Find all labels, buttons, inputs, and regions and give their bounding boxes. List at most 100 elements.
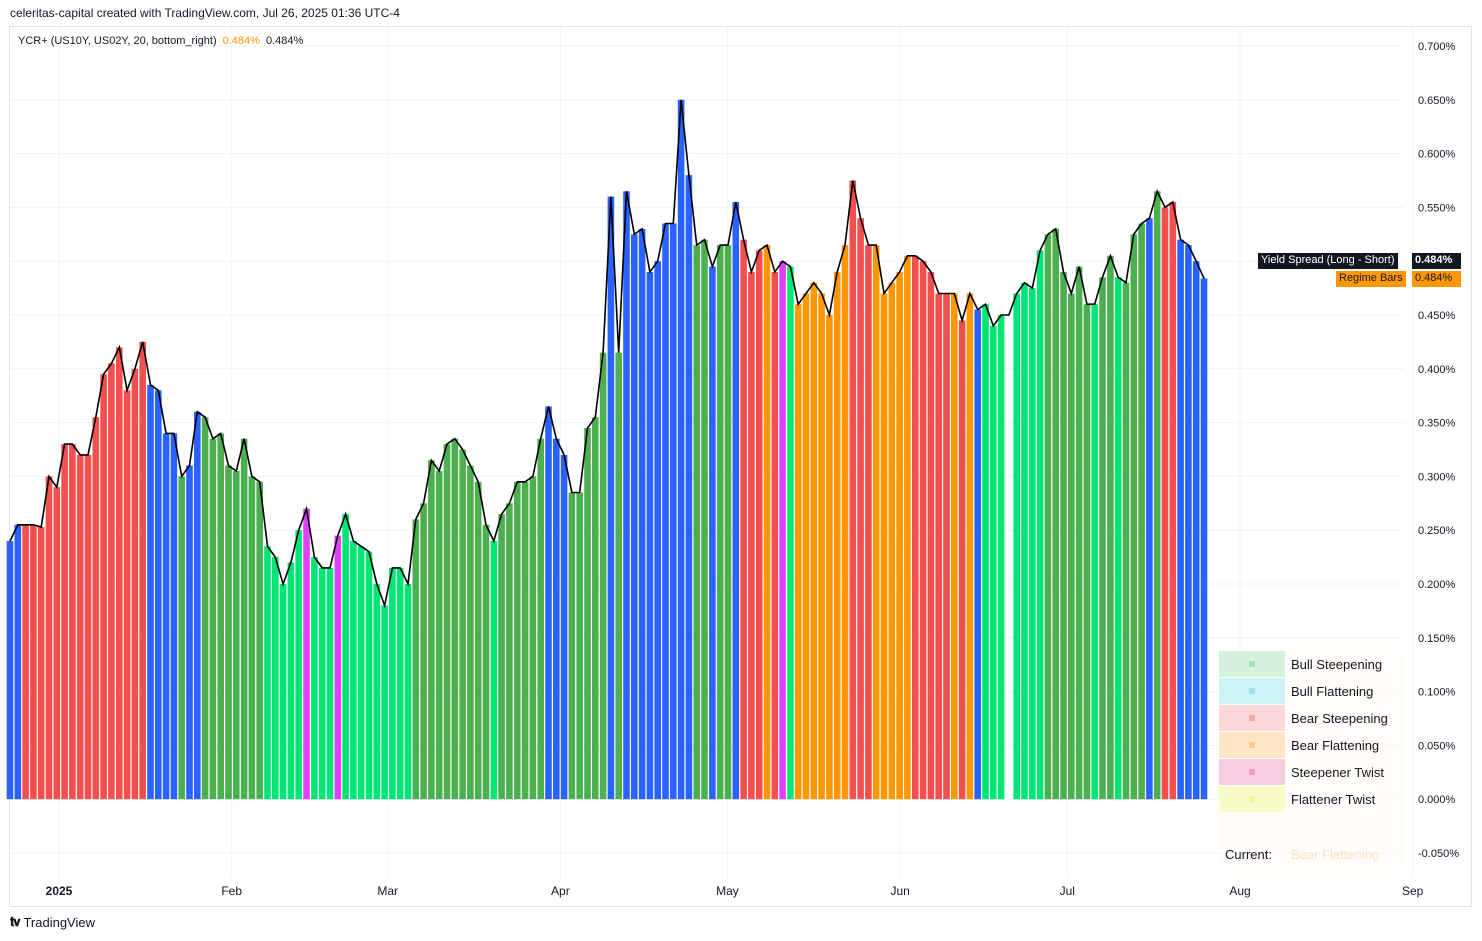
tradingview-logo-icon: 𝐭𝐯 bbox=[10, 914, 21, 929]
regime-bar bbox=[459, 449, 466, 800]
legend-row-bull-steepening: Bull Steepening bbox=[1219, 651, 1404, 677]
y-tick-label: 0.650% bbox=[1418, 95, 1456, 107]
regime-bar bbox=[256, 481, 263, 800]
x-tick-label: Jun bbox=[891, 884, 910, 898]
regime-bar bbox=[1169, 202, 1177, 800]
regime-bar bbox=[1114, 277, 1122, 800]
legend-current-value: Bear Flattening bbox=[1291, 847, 1380, 862]
y-tick-label: 0.450% bbox=[1418, 310, 1456, 322]
regime-bar bbox=[412, 519, 420, 800]
y-tick-label: 0.200% bbox=[1418, 579, 1456, 591]
regime-bar bbox=[381, 605, 388, 800]
regime-bar bbox=[53, 487, 61, 800]
legend-row-bull-flattening: Bull Flattening bbox=[1219, 678, 1404, 704]
chart-frame bbox=[9, 26, 1472, 907]
regime-bar bbox=[451, 438, 459, 800]
regime-bar bbox=[37, 527, 45, 800]
indicator-value-regime: 0.484% bbox=[222, 35, 260, 47]
regime-bar bbox=[818, 293, 825, 800]
regime-bar bbox=[888, 282, 896, 800]
regime-bar bbox=[482, 524, 490, 800]
legend-label: Bear Flattening bbox=[1291, 738, 1380, 753]
regime-bar bbox=[225, 465, 232, 800]
regime-bar bbox=[178, 476, 185, 800]
regime-bar bbox=[365, 551, 373, 800]
legend-dot bbox=[1249, 769, 1255, 775]
regime-bar bbox=[272, 557, 279, 800]
regime-bar bbox=[568, 492, 576, 800]
regime-bar bbox=[100, 374, 107, 800]
regime-bar bbox=[1099, 277, 1106, 800]
legend-swatch bbox=[1219, 678, 1285, 704]
regime-bar bbox=[685, 175, 693, 800]
legend-dot bbox=[1249, 688, 1255, 694]
regime-bar bbox=[22, 524, 29, 800]
regime-bar bbox=[732, 202, 740, 800]
regime-bar bbox=[1192, 261, 1200, 800]
regime-bar bbox=[248, 476, 256, 800]
regime-bar bbox=[334, 535, 342, 800]
y-tick-label: 0.350% bbox=[1418, 418, 1456, 430]
regime-bar bbox=[716, 245, 724, 800]
regime-bar bbox=[810, 282, 818, 800]
regime-bar bbox=[912, 255, 919, 800]
y-tick-label: 0.600% bbox=[1418, 149, 1456, 161]
regime-bar bbox=[1138, 223, 1145, 800]
regime-bars bbox=[6, 99, 1208, 800]
regime-bar bbox=[396, 567, 404, 800]
regime-bar bbox=[147, 384, 154, 800]
regime-bar bbox=[794, 304, 802, 800]
regime-bar bbox=[443, 444, 451, 800]
y-tick-label: -0.050% bbox=[1418, 848, 1459, 860]
regime-bars-tag-label: Regime Bars bbox=[1336, 271, 1406, 287]
indicator-label: YCR+ (US10Y, US02Y, 20, bottom_right) bbox=[18, 35, 217, 47]
regime-bar bbox=[373, 584, 381, 800]
yield-spread-line bbox=[9, 99, 1205, 609]
regime-bar bbox=[833, 272, 841, 800]
footer-brand[interactable]: 𝐭𝐯 TradingView bbox=[10, 914, 95, 930]
regime-bar bbox=[560, 454, 568, 800]
yield-spread-tag-label: Yield Spread (Long - Short) bbox=[1258, 253, 1398, 269]
regime-bar bbox=[724, 245, 732, 800]
regime-bar bbox=[404, 584, 412, 800]
y-tick-label: 0.150% bbox=[1418, 633, 1456, 645]
regime-bar bbox=[826, 315, 833, 800]
regime-bar bbox=[428, 460, 435, 800]
regime-bar bbox=[1200, 278, 1208, 800]
regime-bar bbox=[116, 347, 123, 800]
regime-bar bbox=[186, 465, 193, 800]
regime-bar bbox=[545, 406, 552, 800]
regime-bar bbox=[342, 514, 349, 800]
regime-bar bbox=[662, 223, 669, 800]
legend-current-label: Current: bbox=[1225, 847, 1272, 862]
regime-bar bbox=[490, 541, 498, 800]
y-tick-label: 0.550% bbox=[1418, 202, 1456, 214]
regime-bar bbox=[1036, 250, 1044, 800]
regime-bar bbox=[935, 293, 942, 800]
legend-row-bear-flattening: Bear Flattening bbox=[1219, 732, 1404, 758]
indicator-legend[interactable]: YCR+ (US10Y, US02Y, 20, bottom_right) 0.4… bbox=[18, 35, 303, 47]
regime-bar bbox=[1177, 239, 1184, 800]
regime-bar bbox=[553, 438, 560, 800]
regime-bar bbox=[872, 245, 880, 800]
regime-bar bbox=[677, 99, 685, 800]
regime-bar bbox=[896, 272, 903, 800]
regime-bar bbox=[435, 471, 443, 800]
regime-legend-table: Bull Steepening Bull Flattening Bear Ste… bbox=[1219, 651, 1404, 871]
regime-bar bbox=[1161, 207, 1169, 800]
regime-bar bbox=[1146, 218, 1153, 800]
regime-bar bbox=[638, 228, 646, 800]
regime-bar bbox=[201, 417, 209, 800]
regime-bar bbox=[919, 261, 927, 800]
regime-bar bbox=[139, 341, 146, 800]
y-tick-label: 0.100% bbox=[1418, 687, 1456, 699]
regime-bar bbox=[474, 481, 482, 800]
footer-brand-text: TradingView bbox=[23, 914, 95, 930]
regime-bar bbox=[740, 239, 747, 800]
regime-bar bbox=[318, 567, 326, 800]
regime-bar bbox=[287, 562, 295, 800]
legend-dot bbox=[1249, 715, 1255, 721]
legend-label: Bull Steepening bbox=[1291, 657, 1383, 672]
regime-bar bbox=[357, 546, 365, 800]
regime-bar bbox=[592, 417, 599, 800]
